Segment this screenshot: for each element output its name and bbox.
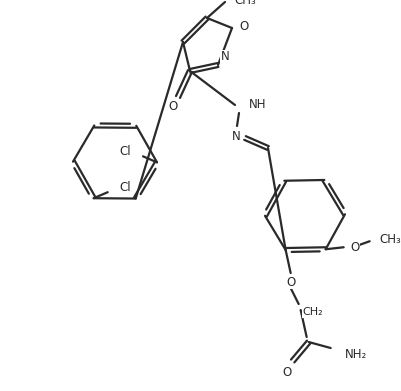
Text: Cl: Cl	[120, 181, 132, 194]
Text: N: N	[232, 129, 241, 142]
Text: O: O	[282, 366, 291, 378]
Text: O: O	[350, 241, 360, 254]
Text: O: O	[168, 100, 178, 113]
Text: O: O	[286, 276, 295, 289]
Text: Cl: Cl	[119, 145, 131, 158]
Text: NH: NH	[249, 97, 267, 111]
Text: O: O	[239, 20, 248, 32]
Text: N: N	[221, 50, 230, 63]
Text: CH₂: CH₂	[303, 307, 323, 317]
Text: NH₂: NH₂	[345, 348, 367, 361]
Text: CH₃: CH₃	[380, 233, 401, 246]
Text: CH₃: CH₃	[234, 0, 256, 7]
